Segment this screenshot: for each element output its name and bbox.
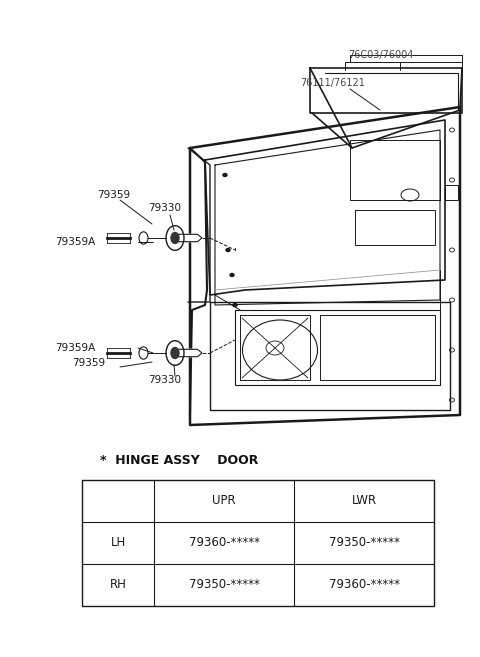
Text: *  HINGE ASSY    DOOR: * HINGE ASSY DOOR — [100, 453, 258, 466]
Text: 79359: 79359 — [72, 358, 105, 368]
Text: 79350-*****: 79350-***** — [329, 537, 399, 549]
Text: 79360-*****: 79360-***** — [189, 537, 260, 549]
Text: LWR: LWR — [351, 495, 377, 507]
Polygon shape — [175, 235, 202, 242]
Text: 79359: 79359 — [97, 190, 130, 200]
Text: 79330: 79330 — [148, 375, 181, 385]
Polygon shape — [175, 350, 202, 357]
Text: 79360-*****: 79360-***** — [328, 579, 399, 591]
Ellipse shape — [230, 273, 234, 277]
Text: UPR: UPR — [212, 495, 236, 507]
Text: 79330: 79330 — [148, 203, 181, 213]
Text: LH: LH — [110, 537, 126, 549]
Ellipse shape — [226, 248, 230, 252]
Text: 76C03/76004: 76C03/76004 — [348, 50, 413, 60]
Text: 79359A: 79359A — [55, 237, 95, 247]
Text: 79350-*****: 79350-***** — [189, 579, 259, 591]
Ellipse shape — [233, 304, 237, 307]
Ellipse shape — [171, 348, 179, 359]
Text: 76111/76121: 76111/76121 — [300, 78, 365, 88]
Ellipse shape — [223, 173, 227, 177]
Text: 79359A: 79359A — [55, 343, 95, 353]
Text: RH: RH — [109, 579, 126, 591]
Ellipse shape — [171, 233, 179, 244]
